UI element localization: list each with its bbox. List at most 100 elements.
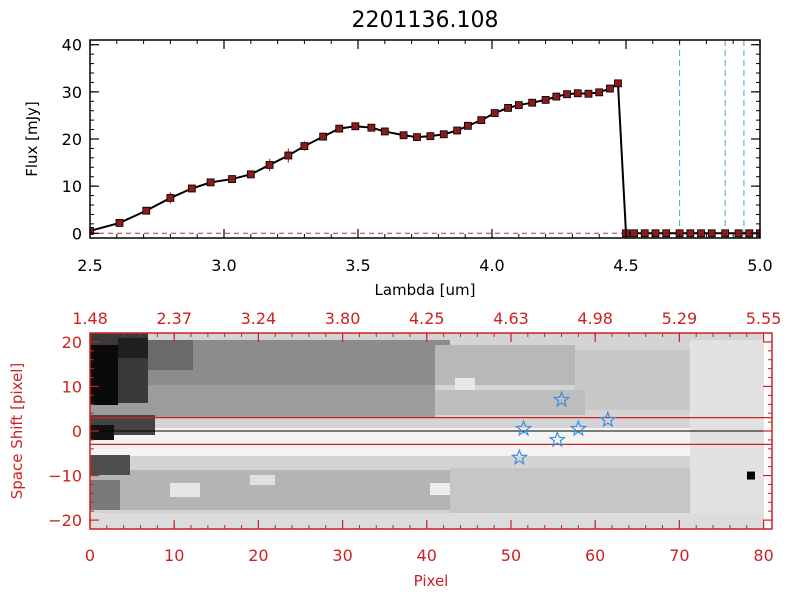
star-marker: [552, 390, 571, 408]
top-tick-label: 4.25: [409, 309, 445, 328]
data-point: [606, 84, 614, 93]
data-point: [584, 89, 593, 98]
data-point: [707, 229, 716, 238]
x-tick-label: 60: [585, 546, 605, 565]
x-tick-label: 10: [164, 546, 184, 565]
data-point: [541, 95, 550, 104]
data-point: [300, 142, 309, 150]
y-tick-label: 30: [62, 83, 82, 102]
data-point: [573, 89, 582, 98]
x-tick-label: 3.5: [345, 256, 370, 275]
image-top-wavelength-ticks: 1.48 2.37 3.24 3.80 4.25 4.63 4.98 5.29 5.55: [72, 309, 781, 342]
y-tick-label: −20: [48, 511, 82, 530]
data-point: [734, 229, 743, 238]
data-point: [640, 229, 649, 238]
data-point: [528, 98, 537, 107]
data-point: [115, 219, 124, 227]
data-point: [380, 127, 389, 136]
spectrum-panel: 2201136.108 2.5 3.0 3.5 4.0 4.5 5.0 0 10 20 30 40…: [23, 8, 773, 299]
data-point: [463, 121, 472, 130]
data-point: [614, 79, 622, 88]
data-point: [187, 184, 196, 193]
dark-pixel-marker: [746, 471, 755, 480]
data-point: [630, 229, 638, 238]
data-point: [351, 122, 360, 131]
image-panel: 0 10 20 30 40 50 60 70 80 1.48 2.37 3.24 3.80 4.25 4.…: [8, 309, 781, 590]
spectrum-y-ticks: 0 10 20 30 40: [62, 36, 760, 243]
data-point: [367, 123, 376, 132]
y-tick-label: 10: [62, 377, 82, 396]
data-point: [399, 131, 408, 140]
image-x-label: Pixel: [414, 572, 449, 590]
data-point: [228, 175, 236, 183]
star-marker: [548, 430, 567, 448]
data-point: [413, 133, 421, 142]
data-point: [662, 229, 671, 238]
data-point: [563, 90, 571, 99]
spectrum-x-ticks: 2.5 3.0 3.5 4.0 4.5 5.0: [77, 40, 773, 275]
spectrum-y-label: Flux [mJy]: [23, 101, 41, 177]
y-tick-label: 40: [62, 36, 82, 55]
star-marker: [514, 419, 533, 437]
star-marker: [510, 448, 529, 466]
spectrum-frame: [89, 39, 761, 239]
data-point: [335, 124, 344, 133]
spectrum-x-label: Lambda [um]: [375, 281, 476, 299]
series-line: [90, 81, 760, 235]
x-tick-label: 80: [753, 546, 773, 565]
y-tick-label: 20: [62, 130, 82, 149]
data-point: [206, 178, 215, 187]
top-tick-label: 4.63: [493, 309, 529, 328]
x-tick-label: 50: [501, 546, 521, 565]
x-tick-label: 5.0: [747, 256, 772, 275]
y-tick-label: 0: [72, 422, 82, 441]
spectrum-title: 2201136.108: [352, 8, 499, 33]
data-point: [246, 170, 255, 179]
data-point: [453, 126, 462, 135]
data-point: [284, 151, 293, 160]
image-y-ticks: −20 −10 0 10 20: [48, 332, 772, 530]
top-tick-label: 3.24: [241, 309, 277, 328]
y-tick-label: 0: [72, 224, 82, 243]
data-point: [477, 116, 486, 125]
data-point: [686, 229, 695, 238]
data-point: [166, 194, 175, 202]
x-tick-label: 3.0: [211, 256, 236, 275]
spectrum-plot-area: [90, 40, 760, 238]
x-tick-label: 4.0: [479, 256, 504, 275]
data-point: [490, 109, 499, 117]
data-point: [142, 206, 151, 215]
x-tick-label: 4.5: [613, 256, 638, 275]
data-point: [504, 103, 512, 112]
data-point: [319, 132, 328, 141]
star-marker: [569, 419, 588, 437]
data-point: [595, 88, 604, 97]
top-tick-label: 5.55: [746, 309, 782, 328]
image-y-label: Space Shift [pixel]: [8, 363, 26, 500]
y-tick-label: 10: [62, 177, 82, 196]
x-tick-label: 0: [85, 546, 95, 565]
x-tick-label: 30: [332, 546, 352, 565]
x-tick-label: 70: [669, 546, 689, 565]
data-point: [90, 227, 94, 235]
data-point: [721, 229, 730, 238]
x-tick-label: 40: [417, 546, 437, 565]
data-point: [426, 132, 435, 141]
y-tick-label: −10: [48, 467, 82, 486]
data-point: [697, 229, 705, 238]
data-point: [265, 161, 274, 169]
top-tick-label: 4.98: [577, 309, 613, 328]
image-x-ticks: 0 10 20 30 40 50 60 70 80: [85, 520, 774, 565]
x-tick-label: 20: [248, 546, 268, 565]
top-tick-label: 1.48: [72, 309, 108, 328]
x-tick-label: 2.5: [77, 256, 102, 275]
data-point: [439, 130, 448, 139]
top-tick-label: 2.37: [156, 309, 192, 328]
y-tick-label: 20: [62, 333, 82, 352]
image-overlay: [90, 390, 772, 480]
data-point: [552, 92, 561, 101]
top-tick-label: 5.29: [662, 309, 698, 328]
star-marker: [599, 410, 617, 428]
data-point: [651, 229, 660, 238]
